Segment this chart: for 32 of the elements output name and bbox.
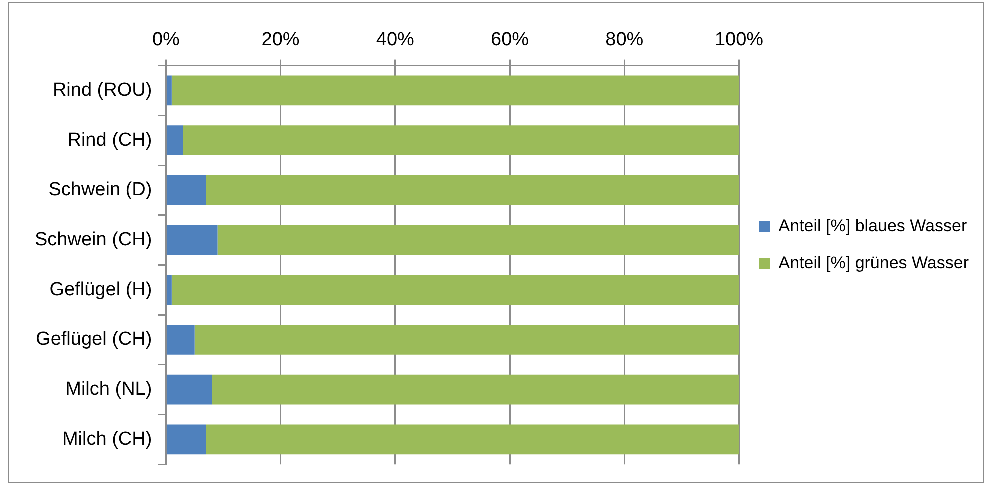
legend-label: Anteil [%] blaues Wasser bbox=[778, 216, 968, 236]
bar bbox=[166, 325, 195, 355]
y-tick-label: Geflügel (CH) bbox=[36, 329, 152, 350]
bar bbox=[194, 325, 740, 355]
bar bbox=[206, 175, 740, 206]
x-tick-label: 100% bbox=[714, 30, 764, 51]
bar bbox=[206, 424, 740, 455]
x-tick-label: 0% bbox=[152, 30, 180, 51]
bar bbox=[166, 374, 212, 405]
bar bbox=[183, 126, 740, 156]
bar bbox=[212, 374, 740, 405]
x-tick-label: 20% bbox=[262, 30, 300, 51]
y-tick-label: Rind (CH) bbox=[68, 130, 152, 151]
bar bbox=[172, 275, 740, 306]
y-tick-label: Milch (CH) bbox=[62, 428, 152, 450]
legend-label: Anteil [%] grünes Wasser bbox=[778, 254, 970, 273]
bar bbox=[166, 126, 184, 156]
bar bbox=[218, 225, 740, 256]
bar bbox=[172, 76, 740, 106]
y-tick-label: Schwein (D) bbox=[48, 180, 152, 201]
x-tick-label: 80% bbox=[606, 30, 644, 51]
bar bbox=[166, 175, 206, 206]
y-tick-label: Milch (NL) bbox=[66, 379, 152, 400]
x-tick-label: 60% bbox=[491, 30, 530, 51]
y-tick-label: Geflügel (H) bbox=[50, 279, 152, 300]
x-tick-label: 40% bbox=[376, 30, 415, 51]
y-tick-label: Schwein (CH) bbox=[34, 230, 152, 251]
bar bbox=[166, 225, 218, 256]
y-tick-label: Rind (ROU) bbox=[52, 80, 152, 101]
bar bbox=[166, 424, 206, 455]
bar bbox=[166, 275, 172, 306]
bar bbox=[166, 76, 172, 106]
